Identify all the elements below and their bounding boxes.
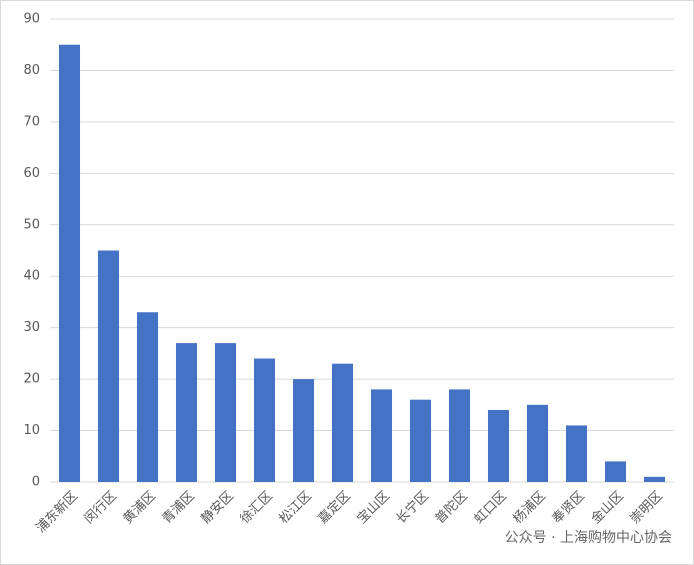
watermark: 公众号 · 上海购物中心协会: [505, 530, 672, 546]
bar: [526, 404, 549, 482]
bar: [136, 312, 159, 482]
y-tick-label: 50: [23, 217, 40, 232]
y-tick-label: 30: [23, 320, 40, 335]
bar: [253, 358, 276, 482]
y-tick-label: 70: [23, 114, 40, 129]
bar: [292, 379, 315, 482]
bar: [97, 250, 120, 482]
bar: [58, 44, 81, 482]
y-tick-label: 60: [23, 166, 40, 181]
bar: [643, 476, 666, 482]
bar: [370, 389, 393, 482]
bar: [565, 425, 588, 482]
y-tick-label: 90: [23, 12, 40, 27]
bar: [604, 461, 627, 482]
y-tick-label: 20: [23, 372, 40, 387]
bar: [409, 399, 432, 482]
y-tick-label: 0: [32, 475, 40, 490]
y-tick-label: 40: [23, 269, 40, 284]
y-tick-label: 10: [23, 423, 40, 438]
bar: [214, 343, 237, 482]
bar: [448, 389, 471, 482]
bar: [175, 343, 198, 482]
bar: [331, 363, 354, 482]
y-tick-label: 80: [23, 63, 40, 78]
bar: [487, 409, 510, 482]
